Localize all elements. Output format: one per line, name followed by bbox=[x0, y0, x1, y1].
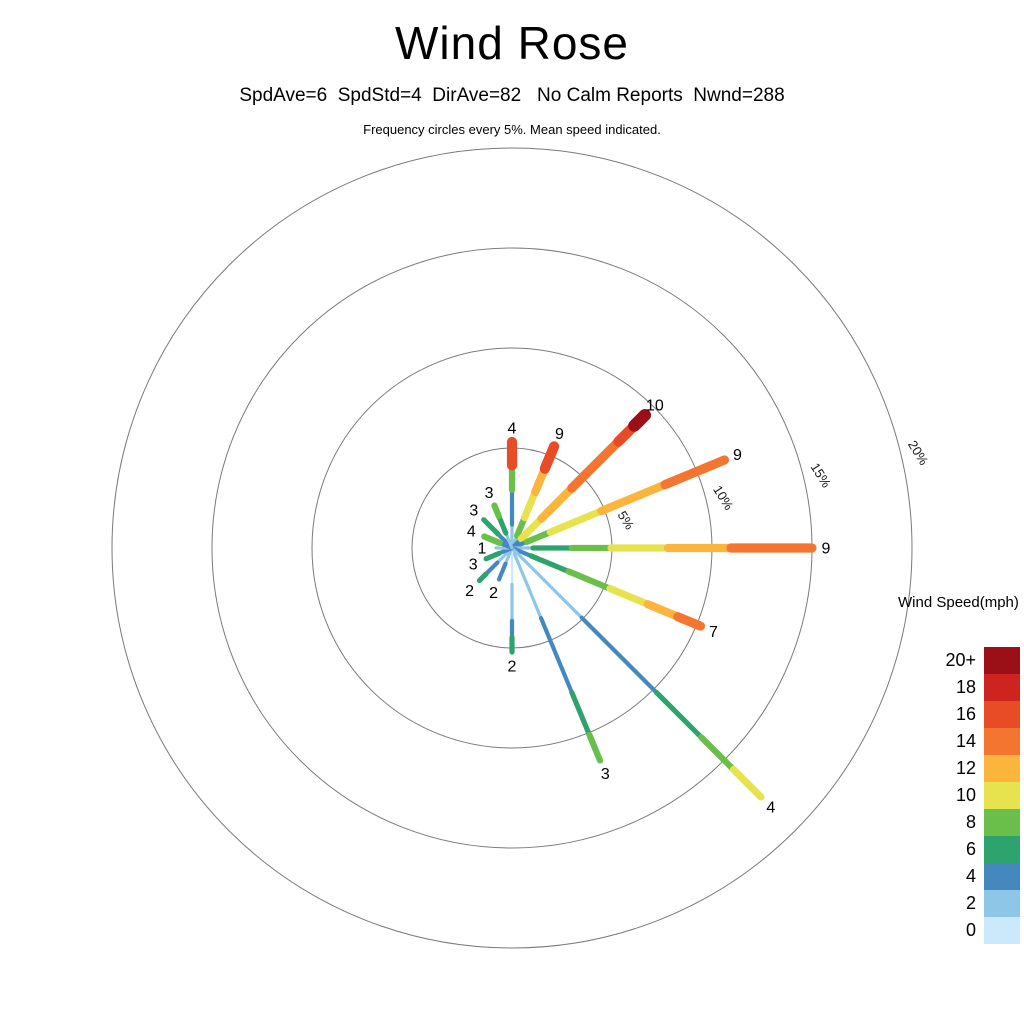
legend-swatch bbox=[984, 728, 1020, 755]
mean-speed-label-WSW: 3 bbox=[469, 557, 478, 574]
legend-label: 2 bbox=[965, 893, 976, 913]
wind-spoke-segment-WSW bbox=[483, 550, 502, 562]
mean-speed-label-NE: 10 bbox=[646, 398, 664, 415]
wind-spoke-segment-SE bbox=[579, 615, 659, 695]
wind-spoke-segment-NW bbox=[481, 517, 501, 537]
legend-row: 10 bbox=[898, 782, 1020, 809]
mean-speed-label-SSW: 2 bbox=[489, 585, 498, 602]
mean-speed-label-NNW: 3 bbox=[485, 485, 494, 502]
chart-title: Wind Rose bbox=[395, 17, 629, 69]
legend-swatch bbox=[984, 836, 1020, 863]
legend-swatch bbox=[984, 917, 1020, 944]
ring-label: 15% bbox=[808, 460, 835, 490]
wind-spoke-segment-SW bbox=[483, 560, 500, 577]
wind-spoke-segment-ESE bbox=[606, 584, 652, 608]
legend-swatch bbox=[984, 782, 1020, 809]
ring-label: 5% bbox=[615, 508, 638, 532]
legend-row: 8 bbox=[898, 809, 1020, 836]
legend-row: 20+ bbox=[898, 647, 1020, 674]
legend-row: 18 bbox=[898, 674, 1020, 701]
wind-spoke-segment-ENE bbox=[597, 480, 670, 516]
legend-row: 14 bbox=[898, 728, 1020, 755]
legend-label: 10 bbox=[955, 785, 976, 805]
mean-speed-label-SW: 2 bbox=[465, 583, 474, 600]
mean-speed-label-WNW: 4 bbox=[467, 524, 476, 541]
wind-spoke-segment-ENE bbox=[546, 507, 605, 536]
wind-spoke-segment-NE bbox=[537, 484, 576, 523]
wind-spoke-segment-SSE bbox=[586, 731, 604, 764]
legend-swatch bbox=[984, 674, 1020, 701]
wind-spoke-segment-ESE bbox=[565, 568, 614, 592]
mean-speed-label-ESE: 7 bbox=[709, 624, 718, 641]
mean-speed-label-SSE: 3 bbox=[601, 766, 610, 783]
legend-row: 16 bbox=[898, 701, 1020, 728]
legend-label: 6 bbox=[965, 839, 976, 859]
wind-spoke-segment-ENE bbox=[523, 529, 554, 545]
wind-spoke-segment-SE bbox=[510, 546, 584, 620]
legend-label: 14 bbox=[955, 731, 976, 751]
legend-swatch bbox=[984, 755, 1020, 782]
mean-speed-label-W: 1 bbox=[478, 541, 487, 558]
legend-label: 0 bbox=[965, 920, 976, 940]
legend-row: 4 bbox=[898, 863, 1020, 890]
legend-swatch bbox=[984, 701, 1020, 728]
wind-spoke-segment-SSE bbox=[569, 689, 593, 738]
legend-row: 6 bbox=[898, 836, 1020, 863]
wind-spoke-segment-SE bbox=[729, 765, 765, 801]
wind-spoke-segment-NE bbox=[517, 515, 545, 543]
legend-label: 12 bbox=[955, 758, 976, 778]
mean-speed-label-NW: 3 bbox=[469, 502, 478, 519]
legend-label: 18 bbox=[955, 677, 976, 697]
wind-spoke-segment-NNW bbox=[491, 502, 502, 520]
legend-swatch bbox=[984, 647, 1020, 674]
legend-row: 12 bbox=[898, 755, 1020, 782]
wind-spoke-segment-NE bbox=[567, 437, 623, 493]
wind-spoke-segment-SSW bbox=[496, 561, 508, 582]
legend-swatch bbox=[984, 809, 1020, 836]
legend-row: 0 bbox=[898, 917, 1020, 944]
wind-spoke-segment-ENE bbox=[660, 455, 730, 490]
legend-swatch bbox=[984, 863, 1020, 890]
legend-swatch bbox=[984, 890, 1020, 917]
mean-speed-label-SE: 4 bbox=[766, 799, 775, 816]
chart-stats-line: SpdAve=6 SpdStd=4 DirAve=82 No Calm Repo… bbox=[239, 85, 785, 106]
mean-speed-label-S: 2 bbox=[508, 659, 517, 676]
ring-label: 20% bbox=[905, 438, 932, 468]
wind-spoke-segment-NNW bbox=[504, 531, 514, 550]
wind-spoke-segment-SSE bbox=[538, 616, 574, 695]
legend-label: 4 bbox=[965, 866, 976, 886]
wind-spoke-segment-WNW bbox=[481, 533, 503, 546]
chart-note: Frequency circles every 5%. Mean speed i… bbox=[363, 122, 661, 137]
wind-spoke-segment-NNE bbox=[539, 441, 560, 474]
frequency-circle bbox=[111, 147, 913, 949]
legend-label: 20+ bbox=[945, 650, 976, 670]
mean-speed-label-ENE: 9 bbox=[733, 447, 742, 464]
wind-spoke-segment-SE bbox=[698, 734, 737, 773]
legend-row: 2 bbox=[898, 890, 1020, 917]
wind-spoke-segment-NNE bbox=[521, 488, 539, 522]
legend-label: 8 bbox=[965, 812, 976, 832]
wind-spoke-segment-ESE bbox=[643, 600, 682, 621]
wind-spoke-segment-SW bbox=[476, 571, 489, 584]
wind-spoke-segment-ESE bbox=[673, 612, 706, 631]
legend-label: 16 bbox=[955, 704, 976, 724]
wind-spoke-segment-SSE bbox=[510, 546, 543, 620]
wind-spoke-segment-ESE bbox=[528, 553, 572, 575]
ring-label: 10% bbox=[710, 483, 737, 513]
wind-spoke-segment-SE bbox=[653, 689, 704, 740]
mean-speed-label-NNE: 9 bbox=[555, 426, 564, 443]
wind-spoke-segment-NE bbox=[628, 408, 652, 432]
legend-title: Wind Speed(mph) bbox=[898, 594, 1019, 611]
mean-speed-label-N: 4 bbox=[508, 421, 517, 438]
wind-speed-legend: Wind Speed(mph) 20+ 18 16 14 12 10 8 6 4 2 0 bbox=[898, 594, 1020, 944]
legend-entries: 20+ 18 16 14 12 10 8 6 4 2 0 bbox=[898, 647, 1020, 944]
mean-speed-label-E: 9 bbox=[822, 541, 831, 558]
